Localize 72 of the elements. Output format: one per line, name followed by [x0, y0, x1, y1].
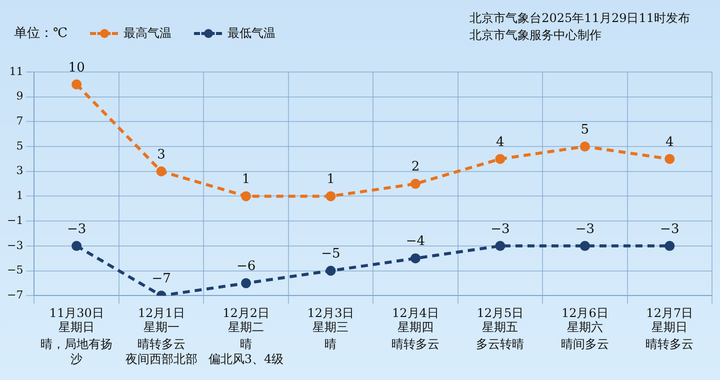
data-label: −5 — [321, 246, 340, 262]
data-label: 1 — [242, 172, 250, 188]
point — [241, 278, 252, 288]
x-tick-label: 12月7日 — [646, 306, 694, 320]
data-label: −3 — [490, 222, 510, 237]
point — [72, 79, 82, 90]
point — [580, 240, 590, 251]
text: 星期一 — [142, 320, 180, 335]
point — [580, 142, 590, 152]
data-label: 2 — [411, 160, 420, 175]
text: 星期五 — [481, 320, 520, 335]
text: 晴转多云 — [390, 336, 440, 352]
text: 北京市气象台2025年11月29日11时发布 — [470, 10, 690, 27]
x-tick-label: 12月2日 — [222, 306, 270, 320]
data-label: 4 — [666, 134, 674, 150]
x-tick-label: 12月5日 — [476, 306, 524, 320]
point — [72, 240, 82, 251]
text: 晴转多云 — [644, 336, 695, 352]
point — [495, 240, 506, 251]
point — [156, 166, 166, 176]
text: 晴 — [239, 336, 254, 352]
data-label: −3 — [575, 222, 594, 237]
y-axis-title: 单位：℃ — [14, 25, 68, 42]
data-label: −3 — [66, 222, 86, 237]
text: 星期日 — [650, 320, 689, 335]
point — [410, 253, 420, 264]
x-tick-label: 11月30日 — [49, 306, 104, 320]
x-tick-label: 12月1日 — [138, 306, 185, 320]
y-tick-label: 11 — [9, 64, 24, 78]
y-tick-label: −3 — [6, 238, 24, 252]
data-label: −6 — [236, 259, 256, 274]
y-tick-label: 1 — [16, 189, 24, 202]
text: 星期二 — [227, 320, 266, 335]
data-label: 1 — [326, 172, 335, 188]
text: 多云转晴 — [475, 336, 526, 352]
text: 夜间西部北部 — [124, 352, 198, 367]
x-tick-label: 12月4日 — [392, 306, 439, 320]
y-tick-label: 7 — [16, 114, 24, 128]
point — [664, 240, 675, 251]
y-tick-label: 5 — [16, 139, 24, 152]
data-label: −4 — [406, 234, 426, 250]
data-label: −7 — [152, 271, 171, 286]
text: 晴转多云 — [136, 336, 186, 352]
data-label: 3 — [157, 147, 166, 162]
text: 晴 — [324, 336, 338, 352]
text: 偏北风3、4级 — [207, 352, 285, 367]
y-tick-label: 9 — [16, 90, 24, 103]
text: 晴间多云 — [560, 336, 610, 352]
y-tick-label: −7 — [6, 288, 24, 302]
text: 晴，局地有扬沙 — [40, 336, 114, 367]
point — [326, 191, 336, 202]
text: 星期四 — [396, 320, 434, 335]
text: 星期三 — [312, 320, 350, 335]
x-tick-label: 12月6日 — [561, 306, 608, 320]
legend-label: 最低气温 — [226, 24, 276, 42]
y-tick-label: −5 — [6, 264, 24, 277]
text: 北京市气象服务中心制作 — [470, 27, 603, 44]
legend-label: 最高气温 — [122, 24, 172, 42]
y-tick-label: 3 — [16, 164, 24, 178]
text: 星期日 — [58, 320, 96, 335]
point — [410, 178, 420, 189]
y-tick-label: −1 — [6, 214, 24, 227]
point — [664, 154, 675, 164]
point — [495, 154, 506, 164]
point — [326, 266, 336, 276]
data-label: −3 — [660, 222, 680, 237]
data-label: 10 — [68, 60, 85, 76]
data-label: 4 — [496, 134, 504, 150]
data-label: 5 — [580, 122, 590, 138]
text: 星期六 — [566, 320, 604, 335]
point — [241, 191, 252, 202]
x-tick-label: 12月3日 — [307, 306, 354, 320]
